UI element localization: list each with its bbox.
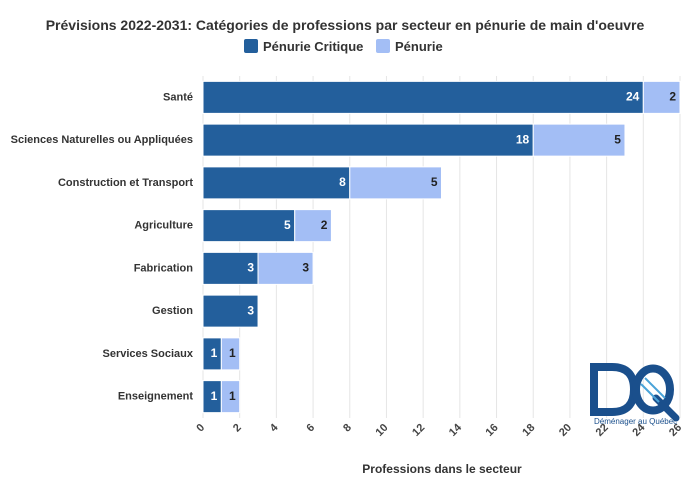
data-label: 5 [431, 175, 438, 189]
x-tick-label: 2 [231, 422, 244, 435]
data-label: 24 [626, 90, 640, 104]
bars: 24 218 58 55 23 331 11 1 [202, 80, 681, 414]
category-label: Services Sociaux [102, 348, 193, 360]
legend: Pénurie Critique Pénurie [244, 39, 443, 54]
legend-item-penurie[interactable]: Pénurie [376, 39, 443, 54]
legend-swatch-critique [244, 39, 258, 53]
x-tick-label: 10 [373, 422, 390, 439]
x-tick-label: 14 [447, 421, 465, 439]
x-tick-label: 6 [304, 422, 317, 435]
logo: Déménager au Québec [590, 363, 680, 426]
x-tick-label: 12 [410, 422, 427, 439]
data-label: 1 [229, 346, 236, 360]
bar-penurie[interactable] [532, 123, 626, 157]
category-label: Fabrication [134, 262, 194, 274]
data-label: 2 [669, 90, 676, 104]
bar-penurie[interactable] [220, 380, 241, 414]
x-tick-label: 18 [520, 422, 537, 439]
category-label: Enseignement [118, 391, 194, 403]
chart-title: Prévisions 2022-2031: Catégories de prof… [46, 17, 645, 33]
legend-label-critique: Pénurie Critique [263, 39, 363, 54]
data-label: 2 [321, 218, 328, 232]
data-label: 1 [229, 389, 236, 403]
x-axis-title: Professions dans le secteur [362, 462, 522, 476]
bar-critique[interactable] [202, 166, 351, 200]
legend-swatch-penurie [376, 39, 390, 53]
bar-critique[interactable] [202, 209, 296, 243]
bar-penurie[interactable] [349, 166, 442, 200]
data-label: 5 [614, 132, 621, 146]
data-label: 5 [284, 218, 291, 232]
logo-caption: Déménager au Québec [594, 417, 677, 426]
category-label: Construction et Transport [58, 177, 193, 189]
category-label: Agriculture [134, 220, 193, 232]
bar-penurie[interactable] [294, 209, 332, 243]
bar-critique[interactable] [202, 294, 259, 328]
legend-item-critique[interactable]: Pénurie Critique [244, 39, 363, 54]
category-label: Gestion [152, 305, 193, 317]
bar-penurie[interactable] [642, 80, 681, 114]
data-label: 1 [211, 346, 218, 360]
category-label: Santé [163, 91, 193, 103]
category-labels: Santé Sciences Naturelles ou Appliquées Co… [11, 91, 194, 402]
bar-penurie[interactable] [257, 251, 314, 285]
x-tick-label: 16 [484, 422, 501, 439]
logo-mark [590, 363, 680, 422]
x-tick-label: 4 [268, 421, 281, 434]
data-label: 3 [302, 261, 309, 275]
x-tick-label: 8 [341, 422, 354, 435]
data-label: 1 [211, 389, 218, 403]
category-label: Sciences Naturelles ou Appliquées [11, 134, 193, 146]
bar-penurie[interactable] [220, 337, 241, 371]
x-tick-label: 20 [557, 422, 574, 439]
legend-label-penurie: Pénurie [395, 39, 443, 54]
bar-critique[interactable] [202, 80, 644, 114]
data-label: 3 [247, 303, 254, 317]
bar-critique[interactable] [202, 123, 534, 157]
data-label: 8 [339, 175, 346, 189]
x-tick-label: 0 [194, 422, 207, 435]
data-label: 3 [247, 261, 254, 275]
data-label: 18 [516, 132, 530, 146]
